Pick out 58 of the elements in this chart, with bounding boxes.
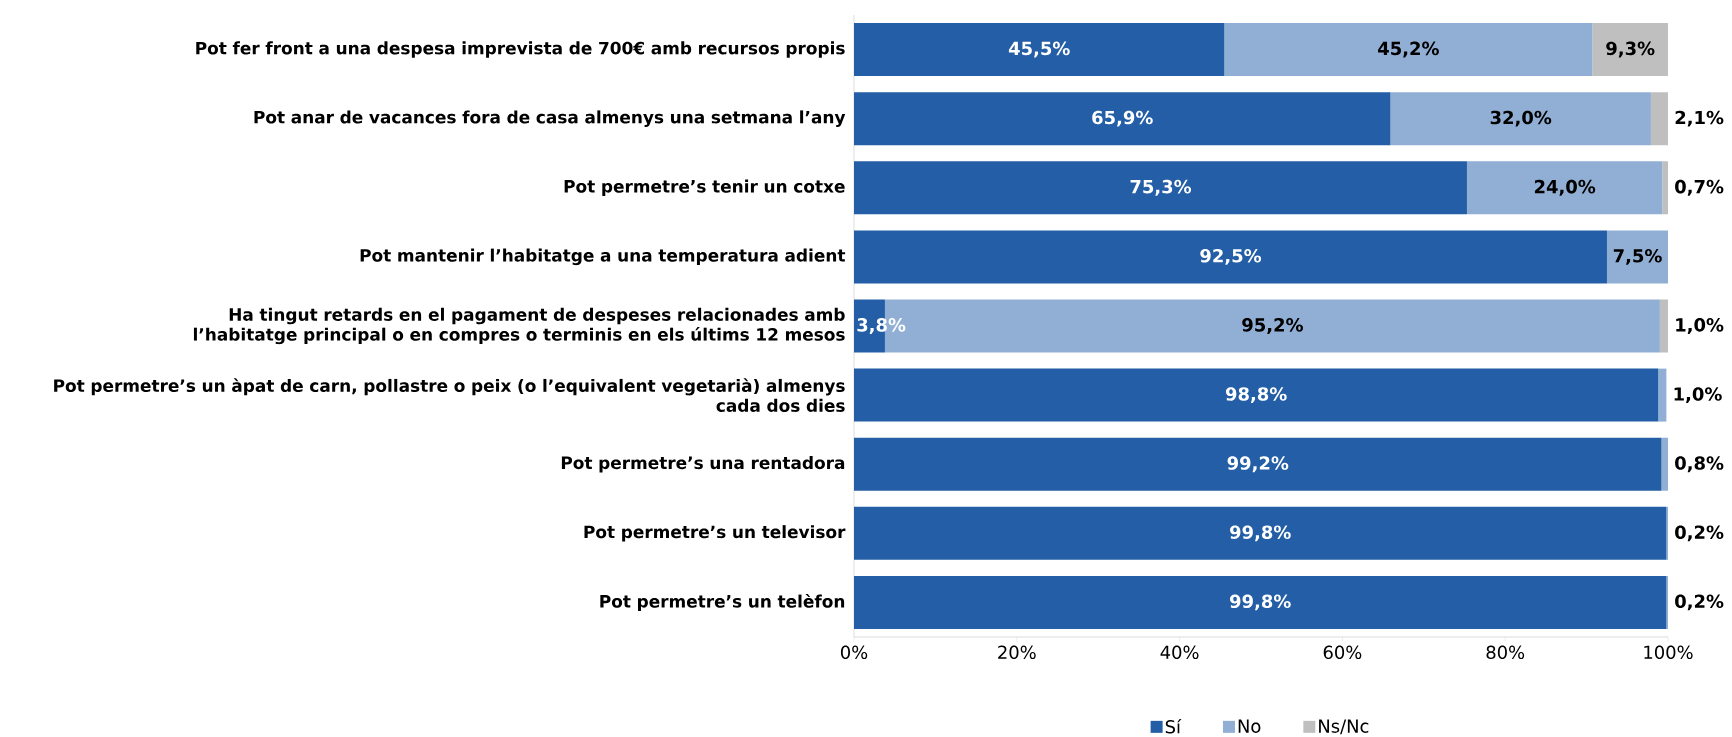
bar [854,23,1225,77]
data-label: 24,0% [1534,179,1596,196]
x-tick-label: 100% [1644,645,1693,660]
y-tick-label: Pot permetre’s tenir un cotxe [564,179,845,196]
data-label: 95,2% [1242,318,1303,334]
data-label: 7,5% [1613,248,1662,265]
data-label: 45,5% [1008,41,1070,58]
data-label: 3,8% [857,318,906,334]
x-tick-label: 40% [1160,645,1199,660]
data-label: 65,9% [1092,110,1153,127]
legend-label: Ns/Nc [1319,719,1369,735]
bar [1606,230,1669,284]
data-label: 1,0% [1676,318,1724,334]
data-label: 0,8% [1675,456,1724,473]
y-tick-label: Pot fer front a una despesa imprevista de 700€ amb recursos propis [196,41,845,58]
data-label: 99,8% [1230,594,1291,611]
bar [1659,299,1669,353]
bar [854,368,1659,422]
x-tick-label: 0% [840,645,868,660]
data-label: 0,2% [1675,525,1724,542]
y-tick-label: Pot anar de vacances fora de casa almenys una setmana l’any [254,110,846,127]
legend-label: Sí [1165,718,1182,734]
y-tick-label: Pot mantenir l’habitatge a una temperatura adient [360,248,846,266]
bar [1661,437,1669,491]
data-label: 92,5% [1200,248,1262,265]
y-tick-label: Pot permetre’s una rentadora [561,456,845,473]
y-tick-label: Ha tingut retards en el pagament de despeses relacionades amb l’habitatge principal o en compres o terminis en els últims 12 mesos [193,307,845,345]
bar [854,161,1467,215]
data-label: 2,1% [1675,110,1724,127]
bar [1592,23,1669,77]
data-label: 45,2% [1378,41,1439,58]
bar [1466,161,1663,215]
bar [1662,161,1669,215]
bar [854,506,1667,560]
bar [1658,368,1667,422]
data-label: 9,3% [1606,41,1655,58]
data-label: 99,8% [1230,525,1291,542]
bar [1650,92,1669,146]
data-label: 1,0% [1674,387,1722,404]
x-tick-label: 60% [1323,645,1362,660]
x-tick-label: 80% [1486,645,1525,660]
data-label: 32,0% [1490,110,1552,127]
y-tick-label: Pot permetre’s un àpat de carn, pollastre o peix (o l’equivalent vegetarià) almenys cada dos dies [54,378,845,412]
x-tick-label: 20% [998,645,1036,660]
bar [1224,23,1593,77]
legend-label: No [1238,719,1261,733]
bar [854,92,1391,146]
data-label: 99,2% [1227,456,1289,473]
y-tick-label: Pot permetre’s un telèfon [600,593,845,611]
bar [854,575,1667,629]
bar [854,437,1662,491]
data-label: 0,7% [1675,179,1724,196]
data-label: 0,2% [1675,594,1724,611]
data-label: 75,3% [1130,179,1192,196]
bar [1390,92,1651,146]
bar [854,230,1607,284]
data-label: 98,8% [1225,387,1287,404]
y-tick-label: Pot permetre’s un televisor [584,525,846,542]
